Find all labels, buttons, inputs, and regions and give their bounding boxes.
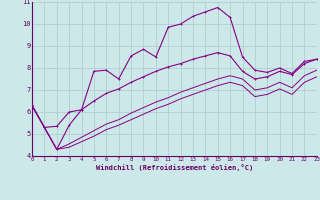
X-axis label: Windchill (Refroidissement éolien,°C): Windchill (Refroidissement éolien,°C) — [96, 164, 253, 171]
